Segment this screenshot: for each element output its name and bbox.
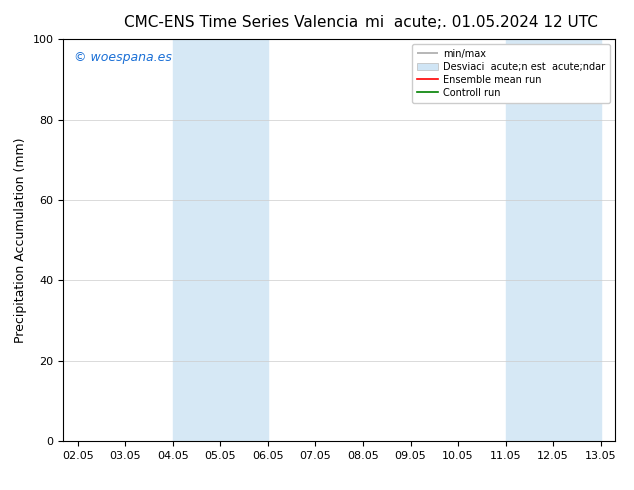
Text: CMC-ENS Time Series Valencia: CMC-ENS Time Series Valencia (124, 15, 358, 30)
Text: mi  acute;. 01.05.2024 12 UTC: mi acute;. 01.05.2024 12 UTC (365, 15, 598, 30)
Bar (172, 39, 268, 441)
Bar (506, 39, 601, 441)
Y-axis label: Precipitation Accumulation (mm): Precipitation Accumulation (mm) (14, 137, 27, 343)
Legend: min/max, Desviaci  acute;n est  acute;ndar, Ensemble mean run, Controll run: min/max, Desviaci acute;n est acute;ndar… (412, 44, 610, 102)
Text: © woespana.es: © woespana.es (74, 51, 172, 64)
